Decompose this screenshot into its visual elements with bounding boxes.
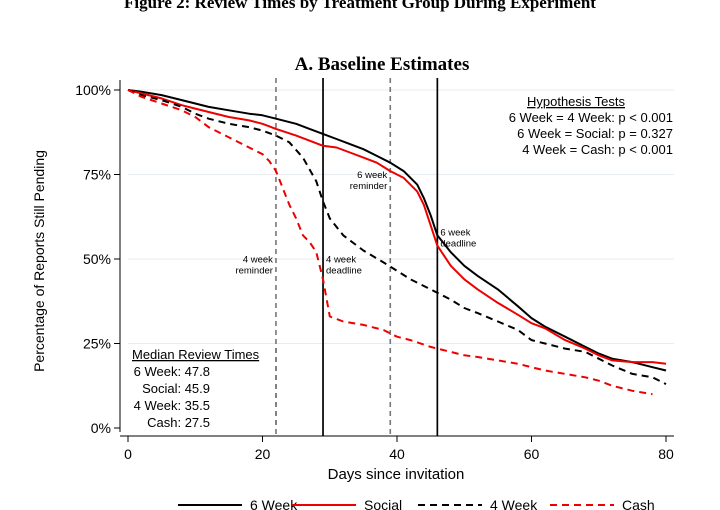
y-tick-label: 25% [83,336,111,352]
legend-label: Cash [622,497,655,510]
event-label: 6 week [357,170,387,181]
x-tick-label: 0 [124,446,132,462]
event-label: 4 week [326,254,356,265]
event-label: 6 week [440,227,470,238]
median-review-times-box: Median Review Times 6 Week: 47.8 Social: 4… [132,347,277,430]
legend-label: Social [364,497,402,510]
panel-title: A. Baseline Estimates [295,54,470,75]
x-tick-label: 20 [255,446,271,462]
y-tick-label: 0% [91,420,111,436]
x-tick-label: 80 [658,446,674,462]
median-review-time-row: Cash: 27.5 [147,415,210,430]
y-axis-label: Percentage of Reports Still Pending [31,150,47,372]
y-tick-label: 75% [83,167,111,183]
median-review-time-row: 4 Week: 35.5 [134,398,210,413]
axes [114,80,674,442]
series-line-6-week [127,89,667,372]
x-tick-label: 40 [389,446,405,462]
event-label: deadline [326,265,362,276]
series-line-4-week [127,89,667,385]
median-review-times-title: Median Review Times [132,347,260,362]
series-line-social [127,89,667,365]
series-lines [127,89,667,396]
y-tick-label: 50% [83,251,111,267]
hypothesis-test-row: 4 Week = Cash: p < 0.001 [522,142,673,157]
tick-labels: 0% 25% 50% 75% 100% 0 20 40 60 80 [75,82,674,462]
median-review-time-row: 6 Week: 47.8 [134,364,210,379]
event-label: deadline [440,238,476,249]
x-tick-label: 60 [524,446,540,462]
hypothesis-tests-title: Hypothesis Tests [527,94,626,109]
x-axis-label: Days since invitation [328,466,465,483]
figure-title: Figure 2: Review Times by Treatment Grou… [124,0,596,12]
legend-label: 4 Week [490,497,538,510]
legend-label: 6 Week [250,497,298,510]
hypothesis-test-row: 6 Week = 4 Week: p < 0.001 [509,110,673,125]
series-line-cash [127,89,653,396]
y-tick-label: 100% [75,82,111,98]
legend: 6 Week Social 4 Week Cash [178,497,655,510]
gridlines [128,89,674,344]
median-review-time-row: Social: 45.9 [142,381,210,396]
event-label: reminder [350,181,388,192]
event-label: reminder [235,265,273,276]
hypothesis-test-row: 6 Week = Social: p = 0.327 [517,126,673,141]
event-label: 4 week [243,254,273,265]
